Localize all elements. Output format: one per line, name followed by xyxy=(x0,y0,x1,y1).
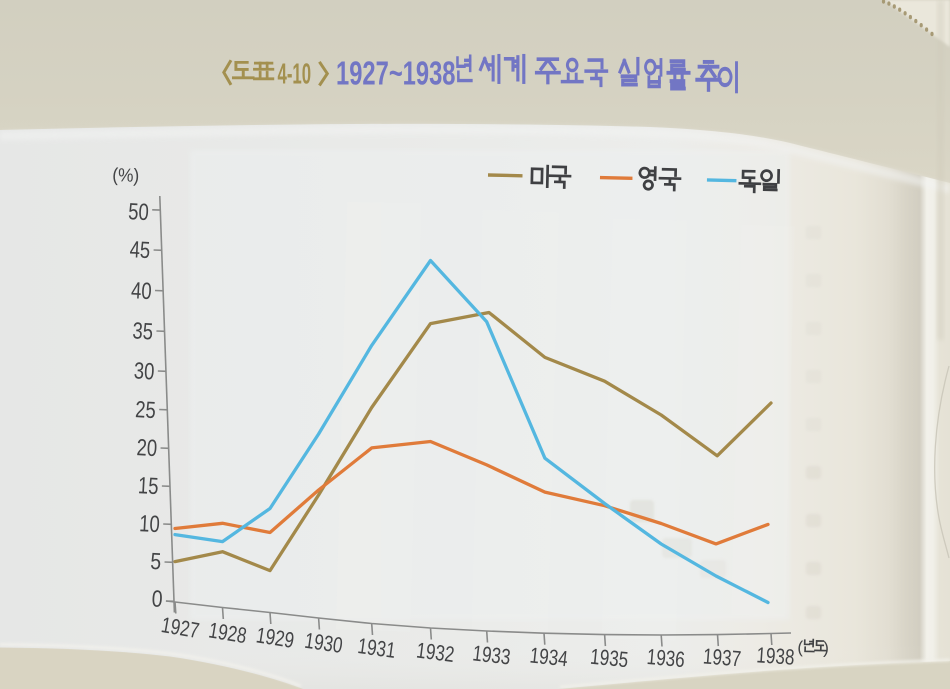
svg-text:1929: 1929 xyxy=(254,622,295,653)
svg-text:25: 25 xyxy=(135,396,157,423)
svg-text:40: 40 xyxy=(130,277,152,304)
svg-text:1934: 1934 xyxy=(529,642,569,671)
svg-text:1930: 1930 xyxy=(303,628,344,658)
svg-text:1927~1938: 1927~1938 xyxy=(336,55,456,92)
svg-text:50: 50 xyxy=(128,198,150,225)
svg-text:1937: 1937 xyxy=(702,643,742,671)
svg-text:0: 0 xyxy=(151,585,163,612)
svg-text:20: 20 xyxy=(136,434,158,461)
svg-text:1932: 1932 xyxy=(415,637,456,667)
svg-text:1936: 1936 xyxy=(646,644,686,672)
svg-text:1931: 1931 xyxy=(356,633,397,663)
svg-text:35: 35 xyxy=(132,317,154,344)
svg-text:10: 10 xyxy=(139,510,161,537)
svg-text:1933: 1933 xyxy=(471,640,512,669)
svg-text:1935: 1935 xyxy=(589,644,629,673)
svg-text:(: ( xyxy=(797,638,803,657)
svg-text:30: 30 xyxy=(133,357,155,384)
svg-text:1938: 1938 xyxy=(756,642,796,670)
svg-text:): ) xyxy=(823,638,829,657)
svg-text:5: 5 xyxy=(150,548,162,575)
svg-text:15: 15 xyxy=(137,472,159,499)
svg-text:1928: 1928 xyxy=(207,617,249,648)
svg-text:(%): (%) xyxy=(112,165,140,187)
svg-text:4-10: 4-10 xyxy=(278,59,312,91)
svg-text:45: 45 xyxy=(129,236,151,263)
